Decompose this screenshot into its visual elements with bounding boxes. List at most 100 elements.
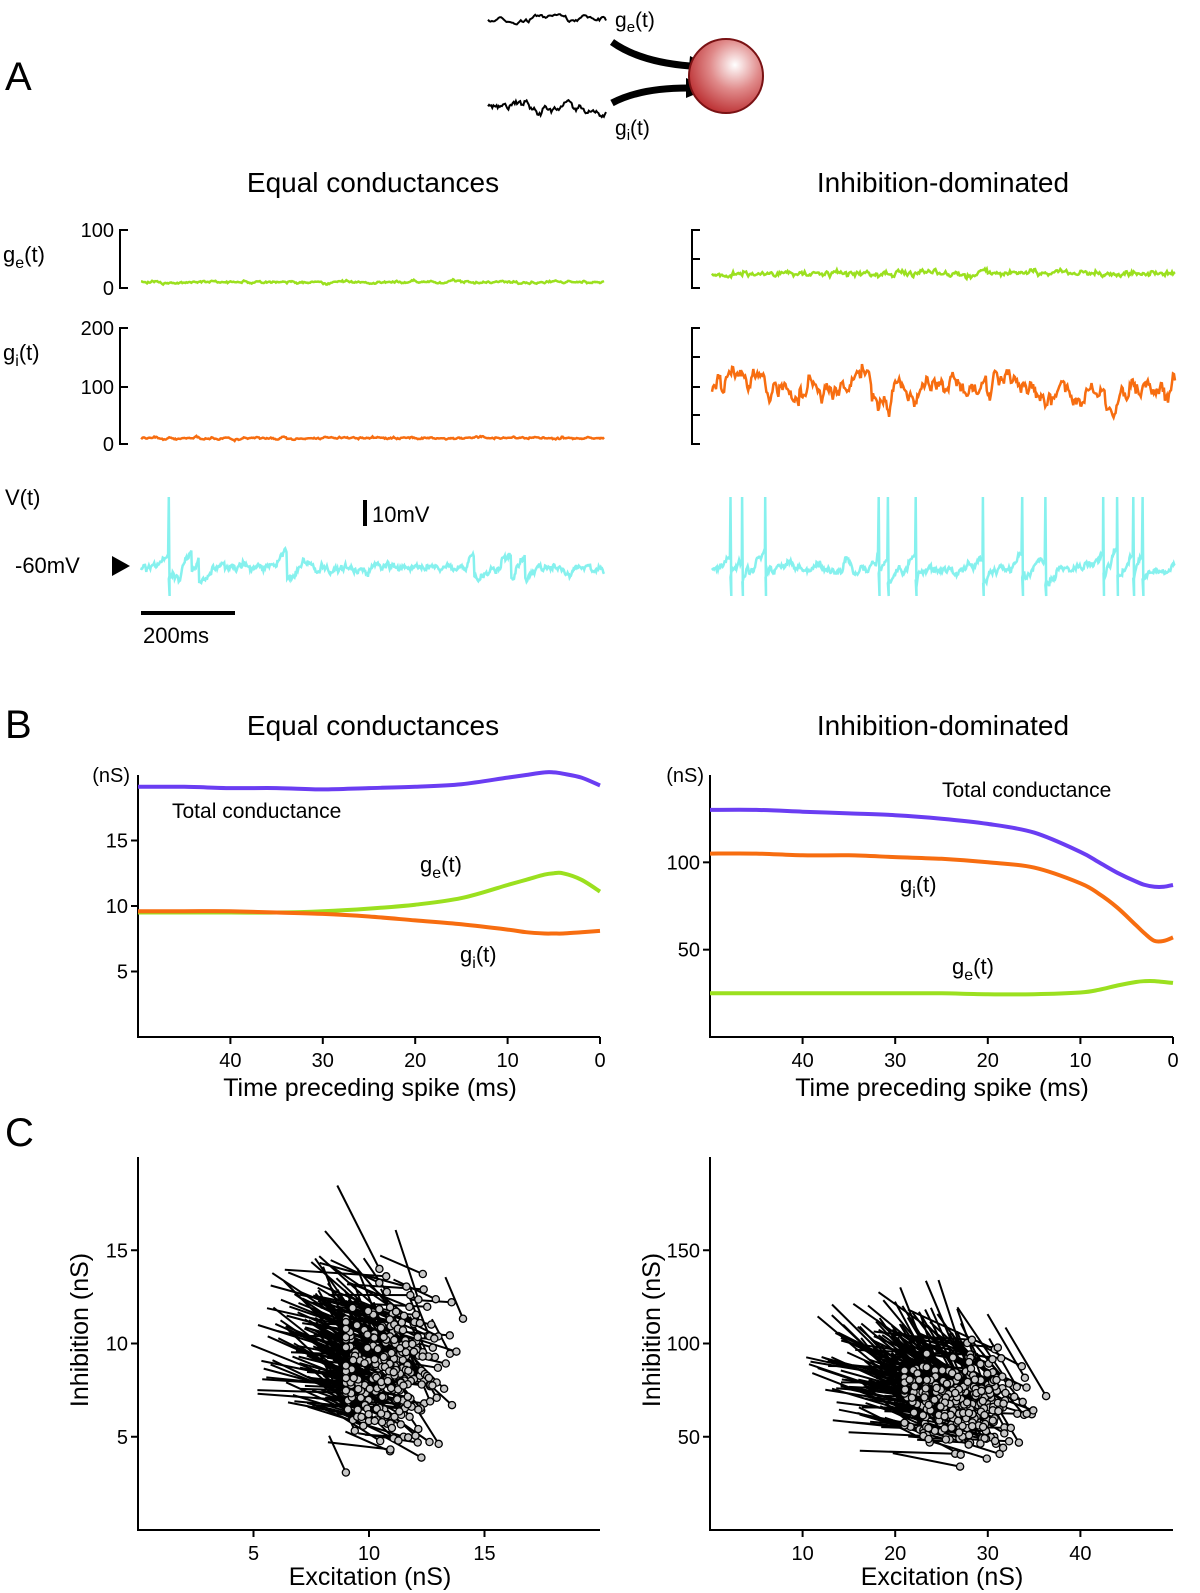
scatter-point	[988, 1354, 997, 1364]
scatter-point	[978, 1422, 988, 1432]
scatter-point	[425, 1437, 434, 1447]
scatter-point	[363, 1306, 373, 1316]
scatter-point	[966, 1364, 976, 1373]
scatter-point	[932, 1383, 941, 1393]
scatter-point	[1013, 1409, 1022, 1418]
scatter-point	[948, 1353, 958, 1362]
scatter-point	[940, 1412, 949, 1421]
scatter-point	[942, 1379, 952, 1389]
scatter-point	[978, 1396, 988, 1406]
scatter-point	[983, 1369, 992, 1378]
panel-b-right-title: Inhibition-dominated	[817, 710, 1069, 741]
scatter-point	[381, 1272, 391, 1281]
scatter-point	[341, 1361, 351, 1370]
scatter-point	[341, 1373, 351, 1383]
c-right-chart: Excitation (nS) Inhibition (nS) 10 20 30 40…	[638, 1157, 1173, 1591]
scatter-point	[375, 1436, 385, 1446]
scatter-point	[1017, 1362, 1027, 1371]
y-tick-label: 10	[106, 1334, 128, 1356]
scatter-point	[992, 1375, 1001, 1385]
scatter-point	[924, 1434, 933, 1444]
schematic-ge-trace	[487, 13, 607, 26]
y-tick-label: 100	[667, 852, 700, 874]
scatter-point	[433, 1363, 443, 1373]
scatter-point	[370, 1416, 379, 1426]
a-left-v-trace	[139, 496, 606, 597]
scatter-point	[967, 1421, 977, 1431]
scatter-point	[413, 1438, 422, 1447]
scatter-point	[386, 1445, 395, 1454]
scatter-point	[977, 1386, 986, 1396]
a-left-gi-trace	[140, 434, 605, 443]
scatter-point	[1018, 1397, 1027, 1407]
trajectory-line	[892, 1452, 961, 1468]
scatter-point	[947, 1423, 956, 1432]
scatter-point	[984, 1385, 994, 1395]
y-tick-label: 15	[106, 1240, 128, 1262]
scatter-point	[405, 1302, 414, 1312]
series-line-totalconductance	[137, 770, 601, 792]
scatter-point	[378, 1392, 387, 1402]
schematic-gi-trace	[487, 98, 607, 119]
series-line-get	[138, 870, 602, 915]
series-line-git	[137, 909, 601, 936]
scatter-point	[910, 1382, 919, 1391]
x-tick-label: 40	[791, 1050, 813, 1072]
trajectory-line	[284, 1268, 387, 1278]
scatter-point	[379, 1352, 388, 1362]
scatter-point	[399, 1381, 408, 1390]
scatter-point	[1006, 1423, 1016, 1433]
trajectory-line	[1004, 1326, 1047, 1397]
schematic-ge-arrow	[609, 39, 691, 70]
x-tick-label: 0	[1167, 1050, 1178, 1072]
scatter-point	[394, 1436, 403, 1445]
y-tick-label: 100	[667, 1334, 700, 1356]
scatter-point	[417, 1380, 426, 1389]
scatter-point	[428, 1343, 438, 1352]
scatter-point	[404, 1366, 413, 1375]
scatter-point	[375, 1304, 384, 1314]
scatter-point	[956, 1450, 965, 1459]
b-left-axes	[137, 775, 600, 1038]
scatter-point	[398, 1325, 408, 1335]
scatter-point	[430, 1334, 439, 1343]
scatter-point	[1041, 1391, 1051, 1401]
trajectory-line	[811, 1372, 915, 1414]
scatter-point	[452, 1347, 461, 1356]
rest-potential-arrow	[112, 556, 130, 576]
c-right-ylabel: Inhibition (nS)	[638, 1253, 666, 1407]
ge-tick-0: 0	[103, 278, 114, 300]
y-tick-label: 15	[106, 831, 128, 853]
a-right-v-trace	[710, 496, 1176, 597]
scatter-point	[955, 1462, 965, 1471]
scatter-point	[1020, 1373, 1030, 1383]
trajectory-line	[879, 1405, 929, 1430]
scatter-point	[964, 1408, 974, 1418]
b-right-total-label: Total conductance	[942, 779, 1111, 802]
scatter-point	[395, 1407, 404, 1416]
scatter-point	[962, 1398, 972, 1407]
scatter-point	[998, 1443, 1008, 1453]
trajectory-line	[848, 1431, 924, 1437]
scatter-point	[377, 1417, 387, 1427]
trajectory-line	[263, 1367, 347, 1392]
series-line-totalconductance	[709, 807, 1174, 890]
b-right-ylabel: (nS)	[666, 765, 704, 787]
a-left-gi-axis: 200 100 0	[81, 318, 128, 456]
scatter-point	[900, 1418, 909, 1428]
scatter-point	[909, 1408, 919, 1417]
trajectory-line	[859, 1449, 956, 1455]
scatter-point	[387, 1348, 396, 1358]
gi-tick-100: 100	[81, 377, 114, 399]
scatter-point	[980, 1410, 989, 1420]
scatter-point	[341, 1324, 351, 1334]
scatter-point	[379, 1332, 388, 1342]
scatter-point	[387, 1423, 397, 1433]
trajectory-line	[270, 1284, 353, 1309]
y-tick-label: 50	[678, 1427, 700, 1449]
scatter-point	[341, 1332, 351, 1342]
ge-row-label: ge(t)	[3, 242, 45, 272]
x-tick-label: 10	[791, 1543, 813, 1565]
scatter-point	[924, 1423, 933, 1433]
scatter-point	[350, 1426, 360, 1436]
